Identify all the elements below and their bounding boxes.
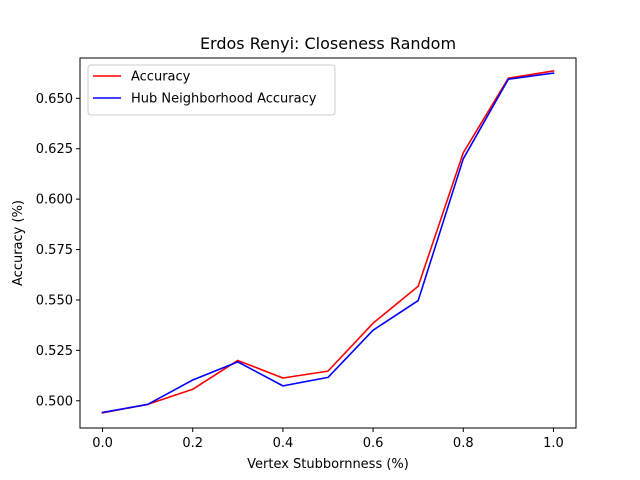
legend: Accuracy Hub Neighborhood Accuracy (87, 64, 336, 116)
legend-box (87, 64, 336, 116)
y-tick-label: 0.625 (36, 142, 73, 157)
plot-frame (79, 57, 577, 429)
y-tick-label: 0.550 (36, 293, 73, 308)
x-axis-label: Vertex Stubbornness (%) (247, 457, 409, 472)
y-tick-label: 0.500 (36, 394, 73, 409)
x-tick-label: 0.0 (92, 436, 113, 451)
x-tick-label: 1.0 (543, 436, 564, 451)
y-tick-label: 0.600 (36, 193, 73, 208)
y-tick-label: 0.575 (36, 243, 73, 258)
chart-title: Erdos Renyi: Closeness Random (200, 34, 456, 53)
legend-label: Hub Neighborhood Accuracy (131, 92, 317, 107)
y-axis-label: Accuracy (%) (11, 200, 26, 286)
series-layer (101, 69, 555, 414)
x-axis: 0.0 0.2 0.4 0.6 0.8 1.0 (92, 428, 564, 451)
x-tick-label: 0.8 (453, 436, 474, 451)
legend-label: Accuracy (131, 70, 191, 85)
y-tick-label: 0.525 (36, 344, 73, 359)
y-axis: 0.500 0.525 0.550 0.575 0.600 0.625 0.650 (36, 92, 80, 409)
x-tick-label: 0.6 (363, 436, 384, 451)
x-tick-label: 0.2 (182, 436, 203, 451)
y-tick-label: 0.650 (36, 92, 73, 107)
x-tick-label: 0.4 (273, 436, 294, 451)
